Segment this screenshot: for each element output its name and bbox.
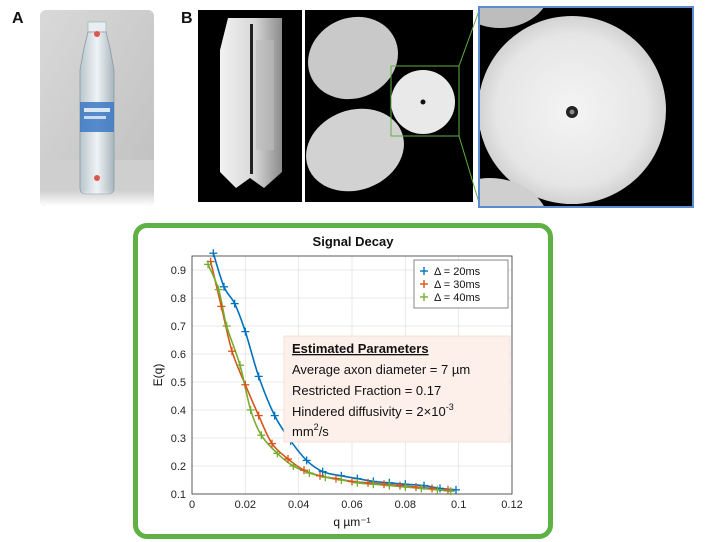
annotation-restricted-fraction: Restricted Fraction = 0.17: [292, 383, 441, 398]
y-tick-label: 0.2: [171, 461, 186, 473]
data-point-marker: [241, 380, 250, 389]
data-point-marker: [302, 456, 311, 465]
data-point-marker: [284, 455, 292, 463]
annotation-units: mm2/s: [292, 422, 329, 439]
legend-entry: Δ = 30ms: [420, 279, 481, 291]
data-point-marker: [268, 439, 276, 448]
data-point-marker: [417, 484, 426, 493]
data-point-marker: [318, 467, 327, 476]
signal-decay-chart: Signal Decay 0 0.02 0.04 0.06 0.08 0.1 0.12 0.…: [151, 234, 523, 529]
bottle-photo: [40, 10, 154, 206]
x-tick-label: 0: [189, 499, 195, 511]
y-tick-label: 0.5: [171, 377, 186, 389]
data-point-marker: [273, 449, 282, 458]
data-point-marker: [353, 478, 362, 487]
data-point-marker: [401, 483, 410, 491]
y-tick-label: 0.3: [171, 433, 186, 445]
legend-label: Δ = 40ms: [434, 292, 481, 304]
mri-axial-image: [305, 10, 473, 202]
data-point-marker: [270, 411, 279, 420]
data-point-marker: [257, 431, 266, 440]
x-tick-label: 0.02: [235, 499, 256, 511]
legend-entry: Δ = 40ms: [420, 292, 481, 304]
data-point-marker: [380, 480, 388, 489]
data-point-marker: [222, 322, 231, 330]
data-point-marker: [305, 469, 314, 477]
data-point-marker: [217, 302, 226, 311]
y-tick-label: 0.6: [171, 349, 186, 361]
estimated-parameters-box: Estimated Parameters Average axon diamet…: [283, 335, 511, 443]
x-tick-label: 0.1: [451, 499, 466, 511]
data-point-marker: [246, 406, 255, 414]
data-point-marker: [364, 478, 372, 487]
data-point-marker: [385, 481, 394, 490]
data-point-marker: [412, 483, 420, 491]
y-tick-label: 0.1: [171, 489, 186, 501]
data-point-marker: [321, 473, 330, 482]
data-point-marker: [348, 477, 356, 486]
plot-area-border: [191, 255, 513, 495]
legend-entry: Δ = 20ms: [420, 266, 481, 278]
data-point-marker: [209, 249, 218, 258]
data-point-marker: [433, 485, 442, 494]
data-point-marker: [300, 466, 308, 475]
data-point-marker: [254, 372, 263, 381]
chart-title: Signal Decay: [313, 234, 395, 249]
data-point-marker: [220, 282, 228, 291]
data-point-marker: [214, 285, 223, 294]
legend-box: [413, 259, 509, 309]
mri-zoomed-image: [478, 6, 694, 208]
y-tick-label: 0.4: [171, 405, 186, 417]
legend-label: Δ = 30ms: [434, 279, 481, 291]
x-axis-ticks: 0 0.02 0.04 0.06 0.08 0.1 0.12: [189, 499, 523, 511]
data-point-marker: [230, 299, 239, 308]
data-point-marker: [337, 476, 346, 484]
annotation-diameter: Average axon diameter = 7 µm: [292, 362, 470, 377]
data-point-marker: [289, 462, 298, 470]
x-tick-label: 0.08: [395, 499, 416, 511]
annotation-heading: Estimated Parameters: [292, 341, 429, 356]
y-axis-label: E(q): [151, 364, 165, 387]
panel-label-a: A: [12, 10, 24, 27]
series-points: [204, 249, 460, 496]
data-point-marker: [228, 347, 236, 356]
data-point-marker: [236, 361, 244, 370]
data-point-marker: [446, 487, 455, 496]
data-point-marker: [316, 471, 324, 480]
annotation-hindered-diffusivity: Hindered diffusivity = 2×10-3: [292, 402, 454, 419]
x-tick-label: 0.04: [288, 499, 309, 511]
data-point-marker: [396, 481, 404, 490]
data-point-marker: [204, 260, 212, 269]
data-point-marker: [332, 474, 340, 483]
mri-sagittal-image: [198, 10, 302, 202]
x-tick-label: 0.06: [341, 499, 362, 511]
y-tick-label: 0.8: [171, 293, 186, 305]
x-axis-label: q µm⁻¹: [333, 515, 370, 529]
data-point-marker: [428, 484, 436, 493]
data-point-marker: [369, 480, 378, 489]
y-tick-label: 0.7: [171, 321, 186, 333]
data-point-marker: [241, 327, 250, 336]
signal-decay-chart-frame: Signal Decay 0 0.02 0.04 0.06 0.08 0.1 0.12 0.…: [133, 223, 553, 539]
annotation-background: [283, 335, 511, 443]
data-point-marker: [254, 411, 263, 420]
legend-label: Δ = 20ms: [434, 266, 481, 278]
y-tick-label: 0.9: [171, 265, 186, 277]
data-point-marker: [452, 485, 460, 494]
panel-label-b: B: [181, 10, 193, 27]
y-axis-ticks: 0.1 0.2 0.3 0.4 0.5 0.6 0.7 0.8 0.9: [171, 265, 186, 501]
x-tick-label: 0.12: [501, 499, 522, 511]
